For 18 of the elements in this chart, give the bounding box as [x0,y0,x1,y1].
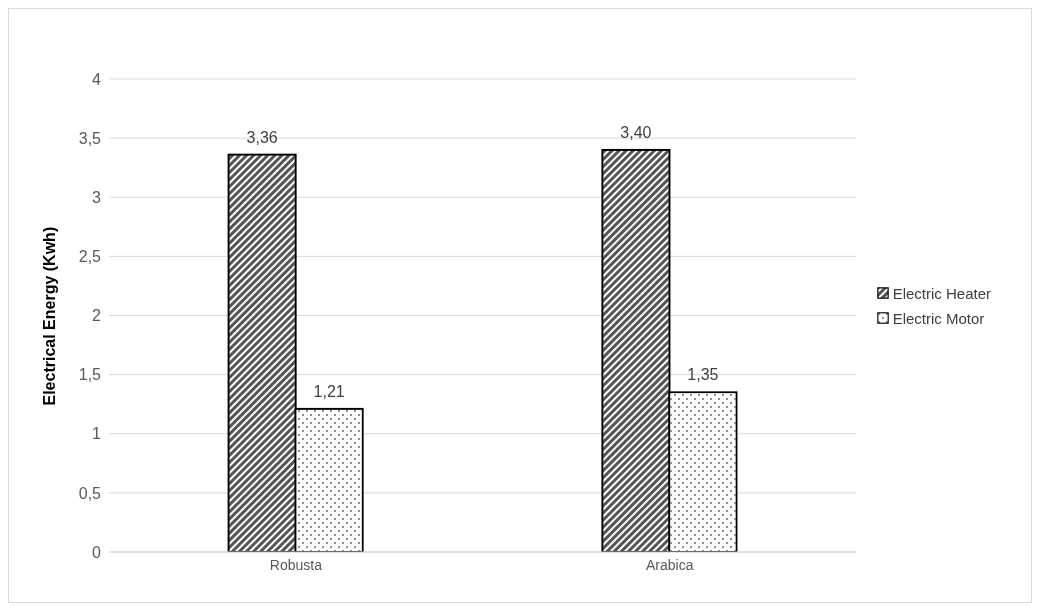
y-axis-title: Electrical Energy (Kwh) [40,226,58,406]
y-tick-label: 2,5 [78,248,102,266]
x-tick-label: Robusta [269,556,323,573]
data-label: 3,40 [620,123,652,141]
y-tick-label: 2 [92,307,102,325]
legend-label: Electric Heater [892,284,991,302]
data-label: 3,36 [246,128,278,146]
x-tick-label: Arabica [645,556,694,573]
y-tick-label: 3,5 [78,129,102,147]
y-tick-label: 1,5 [78,366,102,384]
legend-label: Electric Motor [892,309,985,327]
data-label: 1,21 [313,382,345,400]
y-tick-label: 3 [92,188,102,206]
data-label: 1,35 [687,366,719,384]
y-tick-label: 4 [92,70,102,88]
y-tick-label: 0 [92,543,102,561]
y-tick-label: 0,5 [78,484,102,502]
y-tick-label: 1 [92,425,102,443]
